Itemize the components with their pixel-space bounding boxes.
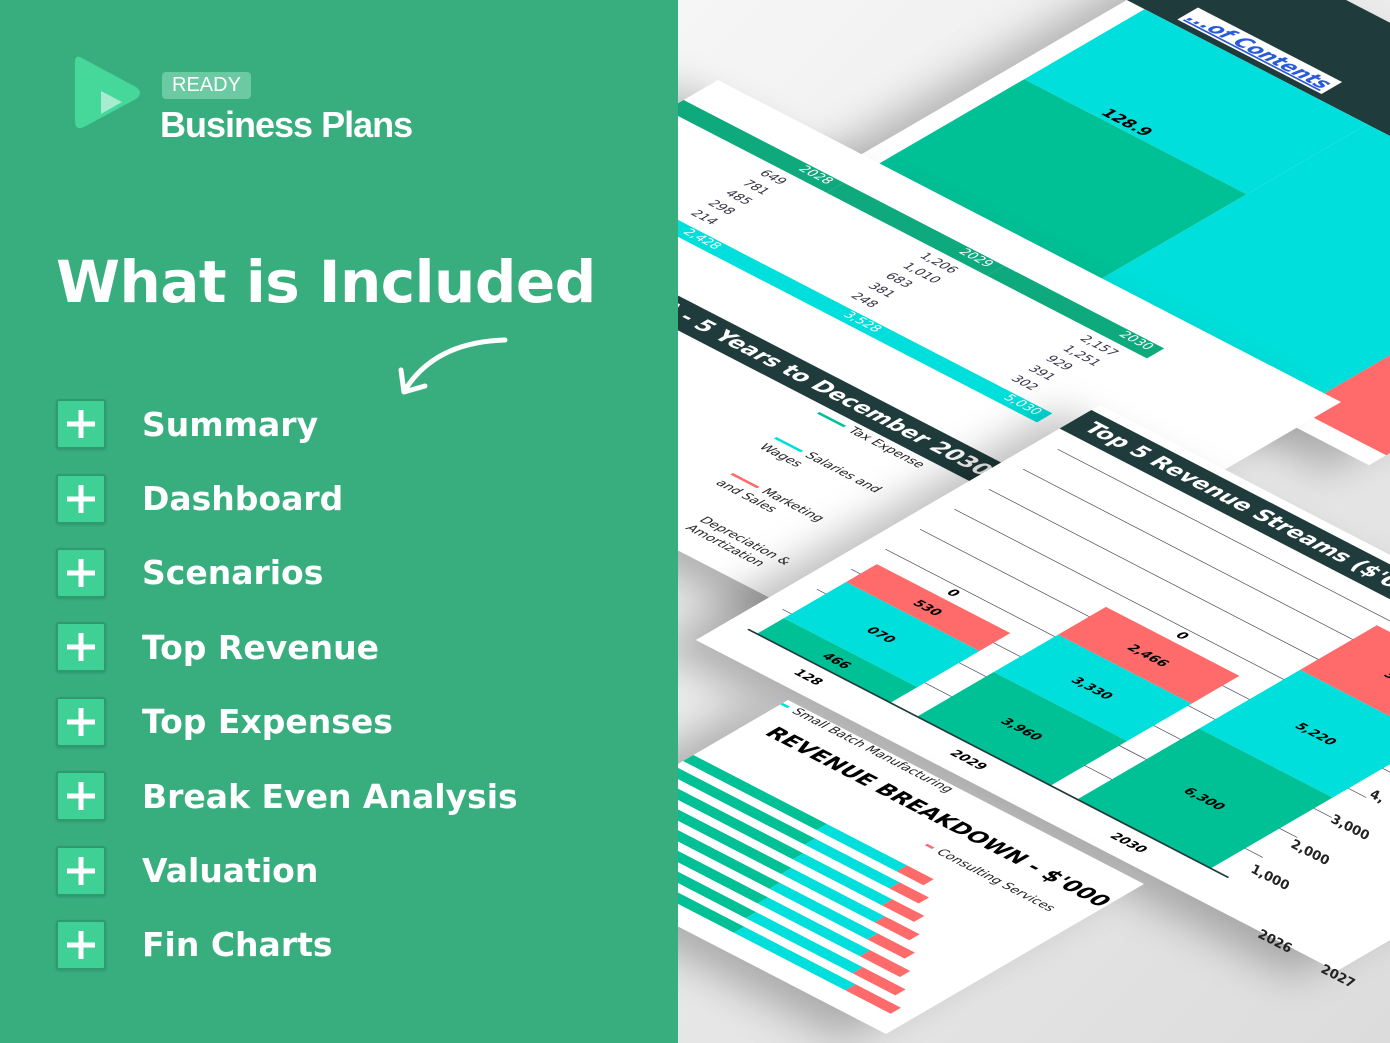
left-panel: READY Business Plans What is Included Su…	[0, 0, 678, 1043]
item-label: Fin Charts	[142, 925, 333, 965]
play-logo-icon	[74, 56, 140, 129]
brand-name: Business Plans	[160, 104, 413, 145]
included-item: Dashboard	[56, 461, 518, 535]
plus-icon	[56, 473, 106, 524]
included-list: Summary Dashboard Scenarios Top Revenue Top …	[56, 387, 518, 982]
plus-icon	[56, 696, 106, 747]
x-axis	[747, 628, 1230, 879]
item-label: Dashboard	[142, 479, 344, 519]
bar-segment	[783, 581, 980, 688]
bar-segment	[993, 634, 1192, 742]
gridline	[1022, 469, 1390, 718]
axis-label: 128	[789, 668, 826, 688]
bar-segment	[756, 618, 918, 703]
bar-segment	[846, 564, 1011, 651]
value-label: 0	[1171, 630, 1192, 642]
revenue-chart-card: Top 5 Revenue Streams ($'000) - 5 Years …	[695, 405, 1390, 972]
included-item: Break Even Analysis	[56, 759, 518, 833]
included-item: Fin Charts	[56, 908, 518, 982]
included-item: Valuation	[56, 833, 518, 907]
value-label: 0	[942, 587, 963, 599]
item-label: Summary	[142, 404, 319, 444]
plus-icon	[56, 547, 106, 598]
plus-icon	[56, 771, 106, 822]
included-item: Scenarios	[56, 536, 518, 610]
bar-segment	[1058, 606, 1240, 704]
included-item: Top Expenses	[56, 685, 518, 759]
bar-segment	[1300, 625, 1390, 739]
bar-segment	[1199, 669, 1390, 798]
included-item: Top Revenue	[56, 610, 518, 684]
revenue-stacked-chart: 46607053001283,9603,3302,466020296,3005,…	[747, 449, 1390, 879]
plus-icon	[56, 622, 106, 673]
plus-icon	[56, 919, 106, 970]
page-title: What is Included	[56, 248, 596, 316]
included-item: Summary	[56, 387, 518, 461]
item-label: Scenarios	[142, 553, 324, 593]
item-label: Valuation	[142, 851, 319, 891]
plus-icon	[56, 845, 106, 896]
item-label: Break Even Analysis	[142, 776, 518, 816]
plus-icon	[56, 399, 106, 450]
gridline	[1057, 449, 1390, 698]
ready-badge: READY	[162, 72, 251, 99]
item-label: Top Revenue	[142, 627, 379, 667]
bar-segment	[1077, 728, 1333, 869]
curved-arrow-icon	[398, 337, 508, 395]
bar-segment	[917, 672, 1128, 786]
item-label: Top Expenses	[142, 702, 393, 742]
preview-collage: ...of Contents 128.9 2028 649 781 485 298 214…	[678, 0, 1390, 1043]
